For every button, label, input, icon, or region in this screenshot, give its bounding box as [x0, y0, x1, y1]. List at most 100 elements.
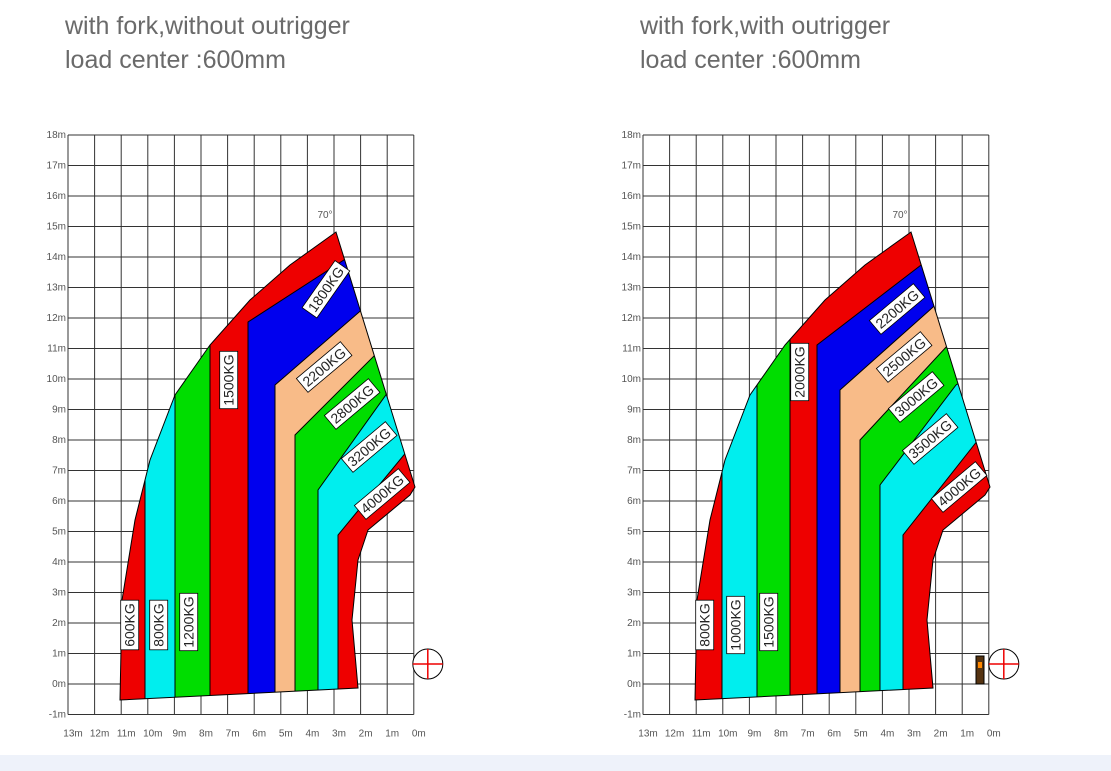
y-tick-label: 0m: [627, 679, 641, 690]
x-tick-label: 4m: [880, 729, 894, 740]
y-tick-label: 4m: [52, 557, 66, 568]
y-tick-label: 5m: [52, 527, 66, 538]
zone-label-text: 800KG: [697, 603, 713, 647]
y-tick-label: 12m: [47, 313, 66, 324]
zone-label-box: [759, 592, 779, 652]
x-tick-label: 5m: [854, 729, 868, 740]
zone-label-text: 2000KG: [792, 346, 808, 397]
y-tick-label: 10m: [47, 374, 66, 385]
y-tick-label: 6m: [627, 496, 641, 507]
x-tick-label: 6m: [827, 729, 841, 740]
x-tick-label: 2m: [359, 729, 373, 740]
y-tick-label: 13m: [47, 283, 66, 294]
zone-label: 1500KG: [759, 592, 779, 652]
y-tick-label: 2m: [627, 618, 641, 629]
x-tick-label: 13m: [63, 729, 82, 740]
zone-label-text: 1200KG: [181, 596, 197, 647]
y-tick-label: 11m: [622, 344, 641, 355]
outrigger-icon: [978, 662, 982, 668]
x-tick-label: 10m: [143, 729, 162, 740]
y-tick-label: 16m: [47, 191, 66, 202]
x-tick-label: 9m: [747, 729, 761, 740]
y-tick-label: -1m: [624, 710, 641, 721]
y-tick-label: 14m: [47, 252, 66, 263]
zone-label-box: [868, 283, 926, 335]
y-tick-label: -1m: [49, 710, 66, 721]
zone-label-box: [295, 341, 353, 393]
y-tick-label: 18m: [47, 130, 66, 141]
y-tick-label: 18m: [622, 130, 641, 141]
y-tick-label: 10m: [622, 374, 641, 385]
zone-label: 2000KG: [790, 342, 810, 402]
zone-label-box: [340, 421, 398, 473]
y-tick-label: 15m: [47, 222, 66, 233]
y-tick-label: 7m: [627, 466, 641, 477]
x-tick-label: 7m: [226, 729, 240, 740]
x-tick-label: 5m: [279, 729, 293, 740]
zone-label-text: 1500KG: [221, 354, 237, 405]
zone-label-box: [726, 595, 746, 655]
x-tick-label: 13m: [638, 729, 657, 740]
zones: [695, 232, 990, 700]
x-tick-label: 7m: [801, 729, 815, 740]
zone-label: 1200KG: [179, 592, 199, 652]
y-tick-label: 13m: [622, 283, 641, 294]
y-tick-label: 5m: [627, 527, 641, 538]
zone-outline: [694, 231, 991, 701]
x-tick-label: 12m: [90, 729, 109, 740]
zone-label: 1500KG: [219, 350, 239, 410]
y-tick-label: 6m: [52, 496, 66, 507]
y-tick-label: 3m: [627, 588, 641, 599]
y-tick-label: 4m: [627, 557, 641, 568]
zone-label-box: [901, 413, 959, 465]
angle-label: 70°: [317, 210, 332, 221]
y-tick-label: 7m: [52, 466, 66, 477]
footer-band: [0, 755, 1111, 771]
zone-label: 800KG: [695, 599, 715, 651]
y-tick-label: 17m: [47, 161, 66, 172]
x-tick-label: 8m: [199, 729, 213, 740]
y-tick-label: 8m: [52, 435, 66, 446]
y-tick-label: 15m: [622, 222, 641, 233]
zone-label-box: [179, 592, 199, 652]
y-tick-label: 1m: [52, 649, 66, 660]
zone-label-text: 1000KG: [728, 599, 744, 650]
chart-title: with fork,without outrigger: [64, 12, 350, 40]
x-tick-label: 2m: [934, 729, 948, 740]
y-tick-label: 17m: [622, 161, 641, 172]
zone-label: 1000KG: [726, 595, 746, 655]
x-tick-label: 9m: [172, 729, 186, 740]
x-tick-label: 3m: [332, 729, 346, 740]
x-tick-label: 11m: [117, 729, 136, 740]
zone-label-box: [887, 371, 945, 423]
load-chart-panel: with fork,with outrigger load center :600…: [622, 12, 1020, 740]
y-tick-label: 3m: [52, 588, 66, 599]
x-tick-label: 1m: [385, 729, 399, 740]
y-tick-label: 2m: [52, 618, 66, 629]
zone-label-box: [120, 599, 140, 651]
chart-subtitle: load center :600mm: [65, 46, 286, 74]
zone-outline: [119, 231, 416, 701]
x-tick-label: 8m: [774, 729, 788, 740]
y-tick-label: 9m: [52, 405, 66, 416]
outrigger-icon: [975, 655, 985, 685]
y-tick-label: 14m: [622, 252, 641, 263]
x-tick-label: 3m: [907, 729, 921, 740]
zone-label-box: [219, 350, 239, 410]
x-tick-label: 1m: [960, 729, 974, 740]
zone-label-box: [323, 378, 381, 430]
angle-label: 70°: [892, 210, 907, 221]
x-tick-label: 10m: [718, 729, 737, 740]
x-tick-label: 0m: [987, 729, 1001, 740]
zone-label-box: [930, 461, 988, 513]
x-tick-label: 6m: [252, 729, 266, 740]
zone-label-box: [149, 599, 169, 651]
chart-subtitle: load center :600mm: [640, 46, 861, 74]
y-tick-label: 1m: [627, 649, 641, 660]
y-tick-label: 0m: [52, 679, 66, 690]
zone-label-box: [301, 260, 351, 319]
y-tick-label: 9m: [627, 405, 641, 416]
zone-label: 800KG: [149, 599, 169, 651]
zone-label-box: [875, 331, 933, 383]
y-tick-label: 12m: [622, 313, 641, 324]
